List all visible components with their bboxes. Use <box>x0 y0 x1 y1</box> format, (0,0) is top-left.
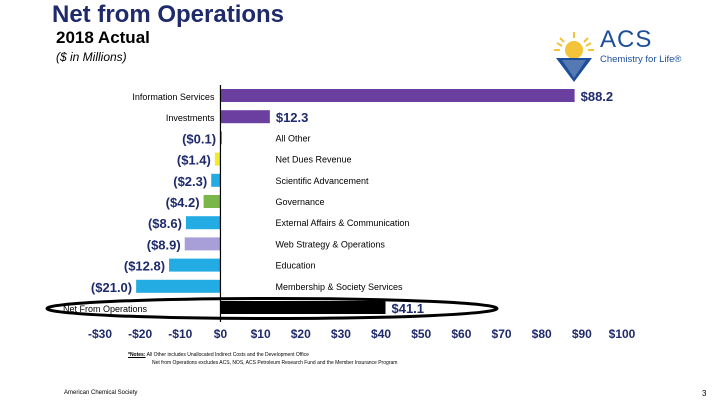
x-tick-label-13: $100 <box>609 327 636 341</box>
value-label-7: ($8.9) <box>147 237 181 252</box>
category-label-3: Net Dues Revenue <box>275 155 351 165</box>
category-label-5: Governance <box>275 197 324 207</box>
bar-7 <box>184 237 221 251</box>
value-label-8: ($12.8) <box>124 259 165 274</box>
category-label-2: All Other <box>275 133 310 143</box>
footnote-label: *Notes: <box>128 352 146 358</box>
page-subtitle: 2018 Actual <box>56 28 150 47</box>
x-tick-label-5: $20 <box>291 327 311 341</box>
highlight-ellipse <box>45 297 499 320</box>
bar-9 <box>136 279 221 293</box>
category-label-6: External Affairs & Communication <box>275 218 409 228</box>
category-label-9: Membership & Society Services <box>275 282 403 292</box>
bar-10 <box>220 301 386 314</box>
x-tick-label-11: $80 <box>532 327 552 341</box>
category-label-4: Scientific Advancement <box>275 176 369 186</box>
footnote: *Notes: All Other includes Unallocated I… <box>128 352 397 367</box>
category-label-1: Investments <box>166 113 215 123</box>
category-label-7: Web Strategy & Operations <box>275 239 385 249</box>
value-label-10: $41.1 <box>391 301 424 316</box>
acs-emblem-icon <box>554 32 594 82</box>
x-tick-label-2: -$10 <box>168 327 192 341</box>
bar-0 <box>220 89 575 102</box>
bar-1 <box>220 110 270 124</box>
x-tick-label-7: $40 <box>371 327 391 341</box>
x-tick-label-0: -$30 <box>88 327 112 341</box>
value-label-1: $12.3 <box>276 110 309 125</box>
acs-logo: ACS Chemistry for Life® <box>548 28 688 84</box>
category-label-0: Information Services <box>132 92 215 102</box>
page-title: Net from Operations <box>52 1 285 28</box>
x-tick-label-8: $50 <box>411 327 431 341</box>
footnote-line-2: Net from Operations excludes ACS, NOS, A… <box>152 359 398 366</box>
value-label-9: ($21.0) <box>91 280 132 295</box>
bar-5 <box>203 195 221 208</box>
value-label-2: ($0.1) <box>182 131 216 146</box>
logo-tagline: Chemistry for Life® <box>600 54 682 65</box>
bar-6 <box>185 216 221 230</box>
bar-8 <box>169 258 221 272</box>
page-number: 3 <box>702 389 707 398</box>
x-tick-label-4: $10 <box>251 327 271 341</box>
logo-wordmark: ACS <box>600 26 653 53</box>
value-label-4: ($2.3) <box>173 174 207 189</box>
category-label-8: Education <box>275 261 315 271</box>
x-tick-label-9: $60 <box>451 327 471 341</box>
x-tick-label-1: -$20 <box>128 327 152 341</box>
value-label-6: ($8.6) <box>148 216 182 231</box>
value-label-5: ($4.2) <box>166 195 200 210</box>
x-tick-label-12: $90 <box>572 327 592 341</box>
value-label-0: $88.2 <box>581 89 614 104</box>
value-label-3: ($1.4) <box>177 153 211 168</box>
bar-4 <box>211 173 221 187</box>
category-label-10: Net From Operations <box>63 304 148 314</box>
x-tick-label-10: $70 <box>492 327 512 341</box>
units-label: ($ in Millions) <box>56 50 127 64</box>
footer-organization: American Chemical Society <box>64 390 138 396</box>
x-tick-label-6: $30 <box>331 327 351 341</box>
bar-3 <box>214 152 221 166</box>
x-tick-label-3: $0 <box>214 327 228 341</box>
footnote-line-1: All Other includes Unallocated Indirect … <box>146 352 309 358</box>
